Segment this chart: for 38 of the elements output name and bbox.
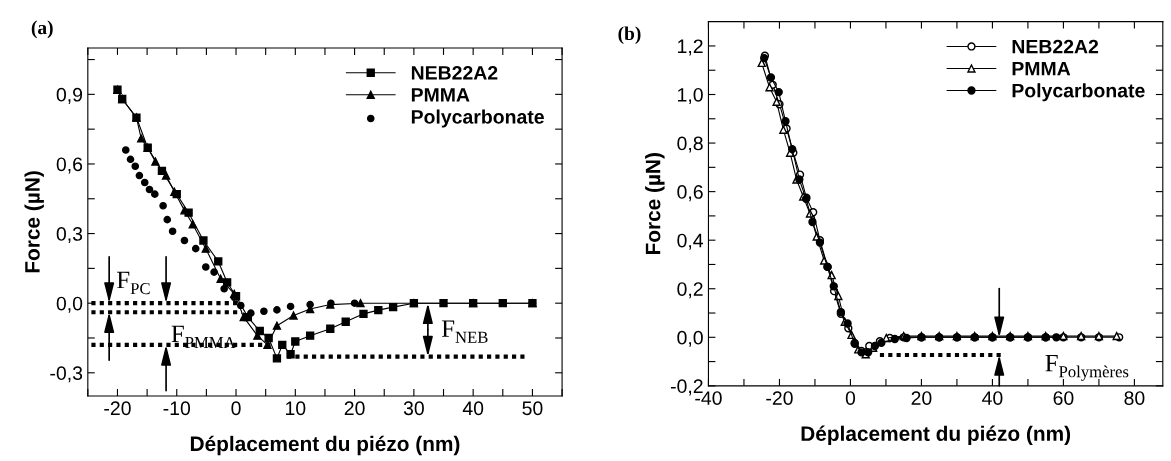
legend-label: Polycarbonate [411,109,544,128]
chart-title: (b) [618,26,641,45]
x-tick-label: 40 [982,391,1003,405]
x-tick-label: 20 [911,391,932,405]
x-tick-label: -20 [104,401,131,416]
x-tick-label: 0 [845,391,856,405]
x-tick-label: 0 [231,401,241,416]
x-axis-title: Déplacement du piézo (nm) [190,435,460,456]
y-tick-label: 1,2 [678,39,703,56]
y-tick-label: 0,2 [677,282,703,299]
y-axis-title: Force (µN) [645,153,665,255]
x-tick-label: 50 [522,401,543,416]
y-tick-label: 0,8 [677,136,703,153]
y-tick-label: 0,6 [56,157,83,174]
y-tick-label: 0,6 [677,185,703,202]
y-tick-label: 0,9 [56,87,83,104]
x-axis-title: Déplacement du piézo (nm) [801,425,1071,446]
x-tick-label: 20 [344,401,365,416]
y-tick-label: 0,0 [56,296,83,313]
x-tick-label: 30 [403,401,424,416]
x-tick-label: 10 [285,401,306,416]
x-tick-label: -10 [163,401,191,416]
y-tick-label: -0,3 [50,366,83,383]
legend-label: PMMA [1012,61,1071,76]
y-axis-title: Force (µN) [24,171,44,273]
x-tick-label: 40 [462,401,484,416]
legend-label: Polycarbonate [1012,83,1145,102]
y-tick-label: 0,3 [56,227,83,244]
legend-label: PMMA [411,88,470,102]
x-tick-label: 60 [1053,391,1074,405]
x-tick-label: -20 [766,391,793,405]
y-tick-label: 0,4 [677,233,704,250]
legend-label: NEB22A2 [1012,39,1099,54]
legend-label: NEB22A2 [411,65,498,80]
x-tick-label: 80 [1124,391,1145,405]
y-tick-label: 1,0 [678,87,703,105]
chart-title: (a) [31,20,53,39]
y-tick-label: 0,0 [677,330,703,347]
